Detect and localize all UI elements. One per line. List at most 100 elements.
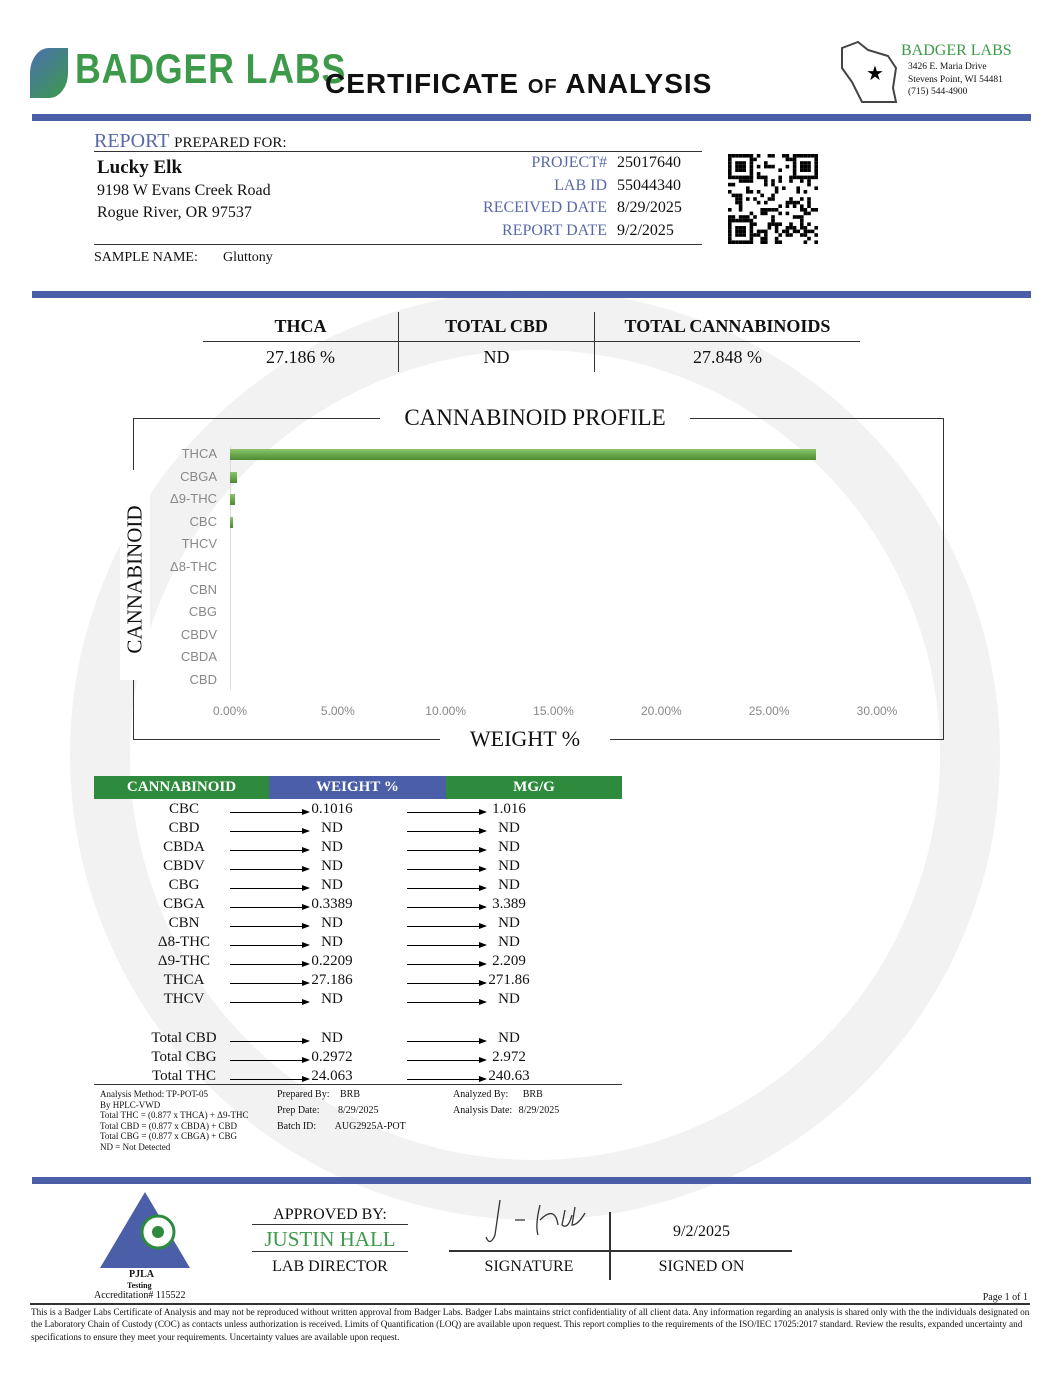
client-street: 9198 W Evans Creek Road	[97, 182, 271, 199]
cannabinoid-name: Δ8-THC	[157, 934, 211, 950]
signed-date: 9/2/2025	[673, 1223, 730, 1240]
lab-name: BADGER LABS	[901, 42, 1012, 59]
weight-value: ND	[321, 915, 343, 931]
arrow-icon	[407, 885, 487, 891]
id-value: 8/29/2025	[617, 199, 682, 216]
weight-value: 24.063	[311, 1068, 353, 1084]
mgg-value: ND	[498, 1030, 520, 1046]
arrow-icon	[407, 866, 487, 872]
bar-THCA	[230, 449, 817, 460]
disclaimer: This is a Badger Labs Certificate of Ana…	[31, 1307, 1030, 1342]
summary-value: 27.848 %	[693, 347, 762, 367]
mgg-value: ND	[498, 934, 520, 950]
weight-value: ND	[321, 1030, 343, 1046]
cannabinoid-name: CBD	[168, 820, 200, 836]
arrow-icon	[230, 1076, 310, 1082]
y-tick-label: CBN	[189, 581, 217, 597]
bar-CBGA	[230, 471, 238, 483]
mgg-value: ND	[498, 820, 520, 836]
cannabinoid-name: CBDV	[163, 858, 205, 874]
pjla-testing: Testing	[127, 1281, 152, 1290]
x-tick-label: 25.00%	[748, 704, 790, 718]
svg-text:★: ★	[866, 63, 884, 85]
cannabinoid-name: THCA	[163, 972, 205, 988]
bar-CBC	[230, 516, 233, 528]
table-row: CBDV ND ND	[94, 858, 622, 877]
prep-info: Prepared By: BRB Prep Date: 8/29/2025 Ba…	[277, 1089, 406, 1132]
table-row: Δ9-THC 0.2209 2.209	[94, 953, 622, 972]
table-row: CBG ND ND	[94, 877, 622, 896]
arrow-icon	[407, 847, 487, 853]
mgg-value: 240.63	[488, 1068, 530, 1084]
y-tick-label: CBC	[189, 513, 217, 529]
mgg-value: ND	[498, 915, 520, 931]
table-row: CBD ND ND	[94, 820, 622, 839]
arrow-icon	[230, 866, 310, 872]
arrow-icon	[407, 942, 487, 948]
weight-value: ND	[321, 877, 343, 893]
table-row: CBN ND ND	[94, 915, 622, 934]
table-header: MG/G	[446, 776, 622, 799]
weight-value: ND	[321, 934, 343, 950]
mgg-value: ND	[498, 858, 520, 874]
client-city: Rogue River, OR 97537	[97, 204, 252, 221]
id-label: RECEIVED DATE	[483, 199, 607, 216]
mgg-value: ND	[498, 839, 520, 855]
arrow-icon	[230, 885, 310, 891]
client-name: Lucky Elk	[97, 157, 183, 178]
approved-by-label: APPROVED BY:	[273, 1206, 387, 1223]
table-row: CBGA 0.3389 3.389	[94, 896, 622, 915]
weight-value: ND	[321, 839, 343, 855]
arrow-icon	[230, 828, 310, 834]
summary-value: 27.186 %	[266, 347, 335, 367]
qr-code[interactable]	[728, 154, 818, 244]
table-row: CBC 0.1016 1.016	[94, 801, 622, 820]
x-axis-label: WEIGHT %	[440, 726, 610, 756]
table-row: THCV ND ND	[94, 991, 622, 1010]
x-tick-label: 15.00%	[533, 704, 574, 718]
table-row: Δ8-THC ND ND	[94, 934, 622, 953]
table-row: THCA 27.186 271.86	[94, 972, 622, 991]
x-tick-label: 10.00%	[425, 704, 466, 718]
approver-name: JUSTIN HALL	[264, 1227, 396, 1251]
y-tick-label: Δ9-THC	[170, 491, 217, 507]
weight-value: 0.1016	[311, 801, 353, 817]
id-value: 55044340	[617, 176, 681, 194]
signature-label: SIGNATURE	[484, 1258, 574, 1275]
mgg-value: 1.016	[492, 801, 526, 817]
cannabinoid-name: CBN	[168, 915, 200, 931]
mgg-value: 271.86	[488, 972, 530, 988]
arrow-icon	[230, 980, 310, 986]
id-label: LAB ID	[554, 176, 607, 194]
x-tick-label: 30.00%	[856, 704, 898, 718]
y-tick-label: THCV	[181, 536, 217, 552]
mgg-value: 2.209	[492, 953, 526, 969]
lab-address: 3426 E. Maria Drive Stevens Point, WI 544…	[908, 62, 1003, 97]
y-tick-label: CBDA	[180, 649, 217, 665]
mgg-value: ND	[498, 877, 520, 893]
cannabinoid-name: Total THC	[151, 1068, 217, 1084]
chart-title: CANNABINOID PROFILE	[380, 405, 690, 435]
mgg-value: 3.389	[492, 896, 526, 912]
arrow-icon	[407, 980, 487, 986]
cannabinoid-name: THCV	[163, 991, 205, 1007]
summary-label: TOTAL CANNABINOIDS	[624, 316, 831, 336]
badger-logo-icon	[30, 48, 68, 98]
summary-label: THCA	[274, 316, 327, 336]
arrow-icon	[407, 961, 487, 967]
chart-frame	[133, 418, 944, 740]
analysis-info: Analyzed By: BRB Analysis Date: 8/29/202…	[453, 1089, 560, 1116]
summary-label: TOTAL CBD	[445, 316, 548, 336]
y-tick-label: Δ8-THC	[170, 559, 217, 574]
weight-value: 0.3389	[311, 896, 353, 912]
table-header: WEIGHT %	[269, 776, 446, 799]
arrow-icon	[407, 809, 487, 815]
arrow-icon	[230, 942, 310, 948]
arrow-icon	[230, 999, 310, 1005]
cannabinoid-name: CBGA	[163, 896, 205, 912]
id-label: REPORT DATE	[502, 221, 607, 239]
sample-name-label: SAMPLE NAME:	[94, 250, 198, 265]
approver-role: LAB DIRECTOR	[272, 1258, 388, 1275]
weight-value: 0.2209	[311, 953, 353, 969]
report-label: REPORT PREPARED FOR:	[94, 130, 287, 152]
